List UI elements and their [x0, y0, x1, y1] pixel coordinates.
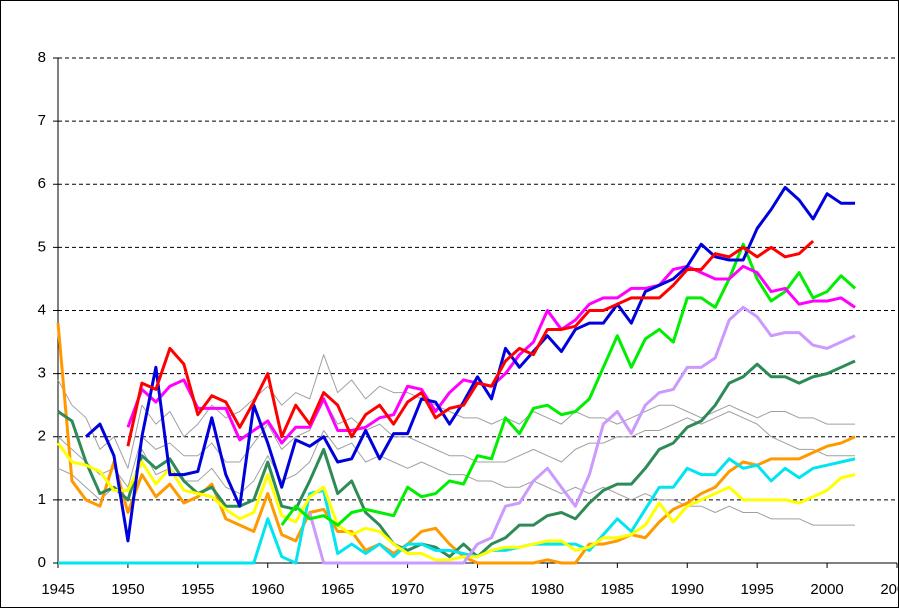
x-tick-label: 2005	[880, 581, 899, 598]
series-line	[308, 305, 856, 565]
x-tick-label: 1965	[321, 581, 354, 598]
series-line	[280, 242, 857, 527]
series-line	[57, 398, 856, 488]
series-line	[57, 429, 856, 526]
x-tick-label: 1960	[251, 581, 284, 598]
x-tick-label: 1970	[391, 581, 424, 598]
x-tick-label: 1955	[181, 581, 214, 598]
y-tick-label: 6	[38, 175, 46, 192]
y-tick-label: 7	[38, 112, 46, 129]
x-tick-label: 1980	[531, 581, 564, 598]
x-tick-label: 1985	[601, 581, 634, 598]
y-tick-label: 2	[38, 428, 46, 445]
y-tick-label: 3	[38, 365, 46, 382]
y-tick-label: 0	[38, 554, 46, 571]
y-tick-label: 1	[38, 491, 46, 508]
x-tick-label: 2000	[810, 581, 843, 598]
series-line	[58, 457, 856, 565]
y-tick-label: 4	[38, 301, 46, 318]
x-tick-label: 1945	[41, 581, 74, 598]
series-line	[126, 239, 815, 447]
y-tick-label: 8	[38, 49, 46, 66]
series-line	[84, 185, 856, 543]
series-line	[56, 442, 856, 562]
x-tick-label: 1990	[671, 581, 704, 598]
x-tick-label: 1995	[740, 581, 773, 598]
series-line	[57, 359, 856, 559]
x-tick-label: 1950	[111, 581, 144, 598]
y-tick-label: 5	[38, 238, 46, 255]
x-tick-label: 1975	[461, 581, 494, 598]
